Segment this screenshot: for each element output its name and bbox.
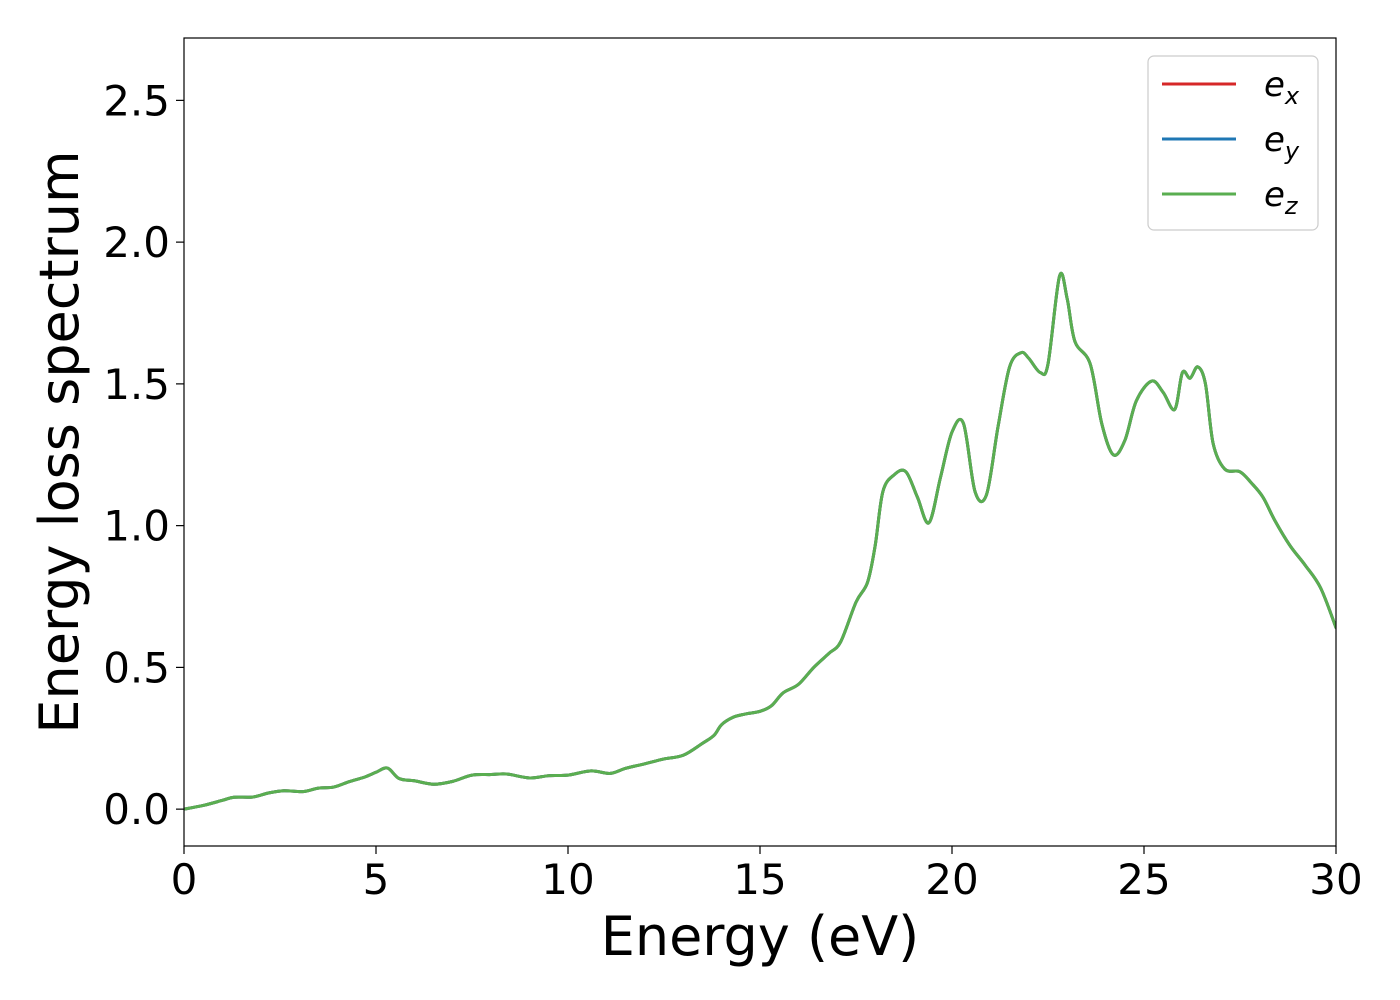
y-axis-label: Energy loss spectrum — [28, 150, 91, 733]
x-tick-label: 25 — [1117, 855, 1170, 904]
legend-box — [1147, 55, 1319, 231]
series-line-e-x — [184, 272, 1336, 811]
x-axis-ticks: 0 5 10 15 20 25 30 — [171, 846, 1363, 904]
legend: ex ey ez — [1147, 55, 1319, 231]
y-tick-label: 1.5 — [103, 360, 170, 409]
x-tick-label: 20 — [925, 855, 978, 904]
x-tick-label: 5 — [363, 855, 390, 904]
y-tick-label: 0.0 — [103, 785, 170, 834]
y-tick-label: 2.5 — [103, 76, 170, 125]
series-layer — [184, 272, 1336, 811]
y-tick-label: 1.0 — [103, 502, 170, 551]
legend-label: ey — [1264, 120, 1300, 165]
legend-label: ez — [1264, 175, 1299, 220]
x-tick-label: 30 — [1309, 855, 1362, 904]
series-line-e-y — [184, 272, 1336, 811]
x-axis-label: Energy (eV) — [601, 905, 920, 968]
x-tick-label: 10 — [541, 855, 594, 904]
y-axis-ticks: 0.0 0.5 1.0 1.5 2.0 2.5 — [103, 76, 184, 834]
series-line-e-z — [184, 272, 1336, 811]
y-tick-label: 2.0 — [103, 218, 170, 267]
x-tick-label: 15 — [733, 855, 786, 904]
legend-label: ex — [1264, 65, 1300, 110]
x-tick-label: 0 — [171, 855, 198, 904]
y-tick-label: 0.5 — [103, 643, 170, 692]
